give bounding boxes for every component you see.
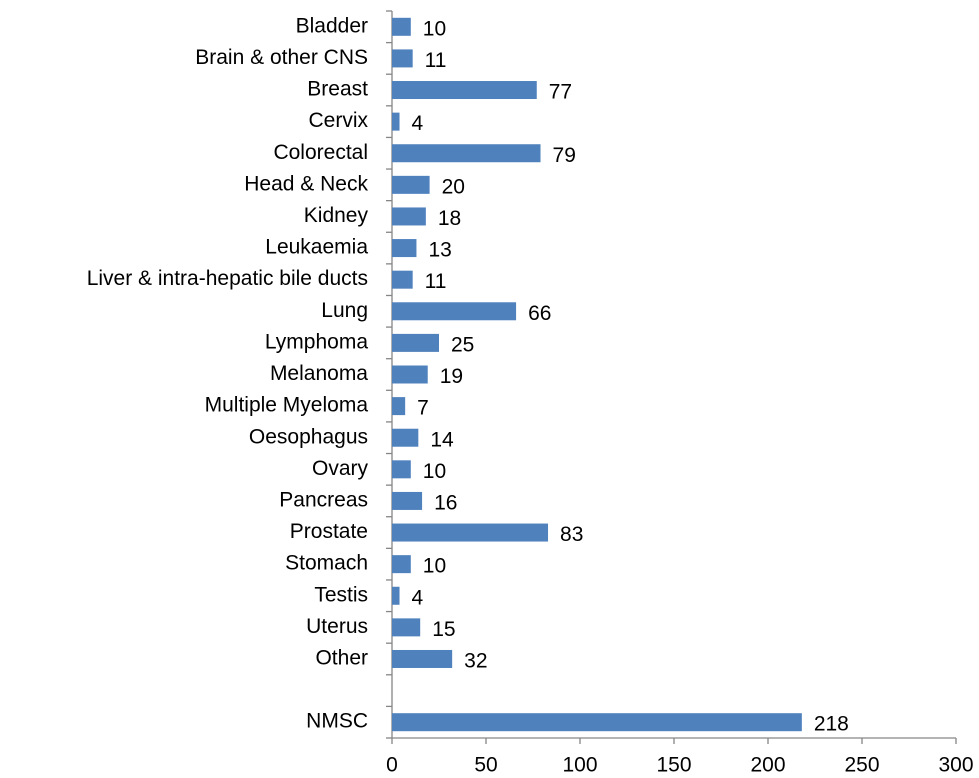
- value-label: 18: [438, 207, 461, 230]
- value-label: 11: [425, 49, 447, 72]
- y-tick-label: Testis: [314, 583, 368, 606]
- y-tick-label: Lymphoma: [265, 330, 368, 353]
- bar: [392, 270, 413, 289]
- bar: [392, 428, 419, 447]
- bar: [392, 523, 549, 542]
- bar: [392, 649, 453, 668]
- bar: [392, 207, 426, 226]
- y-tick-label: NMSC: [306, 710, 368, 733]
- x-tick-label: 250: [844, 754, 879, 777]
- y-tick-label: Kidney: [304, 204, 369, 227]
- bar: [392, 17, 411, 36]
- y-tick-label: Leukaemia: [265, 236, 368, 259]
- value-label: 7: [417, 397, 429, 420]
- value-label: 13: [428, 239, 451, 262]
- y-tick-label: Oesophagus: [249, 425, 368, 448]
- value-label: 25: [451, 333, 474, 356]
- bar: [392, 239, 417, 258]
- bar: [392, 175, 430, 194]
- value-label: 15: [432, 618, 455, 641]
- bar: [392, 460, 411, 479]
- value-label: 20: [442, 175, 465, 198]
- bar: [392, 333, 439, 352]
- bar: [392, 81, 537, 100]
- value-label: 19: [440, 365, 463, 388]
- value-label: 10: [423, 555, 446, 578]
- value-label: 4: [412, 586, 424, 609]
- x-tick-label: 100: [562, 754, 597, 777]
- bar: [392, 302, 517, 321]
- bar: [392, 618, 421, 637]
- value-label: 10: [423, 460, 446, 483]
- bar: [392, 112, 400, 131]
- y-tick-label: Liver & intra-hepatic bile ducts: [87, 267, 368, 290]
- bar: [392, 713, 802, 732]
- y-tick-label: Breast: [307, 78, 368, 101]
- bar: [392, 49, 413, 68]
- y-tick-label: Head & Neck: [244, 172, 368, 195]
- y-tick-label: Pancreas: [279, 488, 368, 511]
- bar: [392, 491, 423, 510]
- y-tick-label: Ovary: [312, 457, 369, 480]
- x-tick-label: 150: [656, 754, 691, 777]
- value-label: 77: [549, 81, 572, 104]
- y-tick-label: Prostate: [290, 520, 368, 543]
- y-tick-label: Brain & other CNS: [195, 46, 368, 69]
- y-tick-label: Bladder: [296, 14, 368, 37]
- value-label: 14: [430, 428, 454, 451]
- y-tick-label: Other: [315, 647, 368, 670]
- bar: [392, 397, 406, 416]
- bar: [392, 144, 541, 163]
- value-label: 79: [553, 144, 576, 167]
- x-tick-label: 300: [938, 754, 973, 777]
- value-label: 11: [425, 270, 447, 293]
- value-label: 4: [412, 112, 424, 135]
- y-tick-label: Uterus: [306, 615, 368, 638]
- value-label: 10: [423, 17, 446, 40]
- x-tick-label: 0: [386, 754, 398, 777]
- bar: [392, 586, 400, 605]
- value-label: 16: [434, 491, 457, 514]
- y-tick-label: Melanoma: [270, 362, 368, 385]
- value-label: 83: [560, 523, 583, 546]
- y-tick-label: Colorectal: [273, 141, 368, 164]
- y-tick-label: Lung: [321, 299, 368, 322]
- y-tick-label: Multiple Myeloma: [205, 394, 369, 417]
- y-tick-label: Cervix: [308, 109, 368, 132]
- y-tick-label: Stomach: [285, 552, 368, 575]
- value-label: 218: [814, 713, 849, 736]
- value-label: 66: [528, 302, 551, 325]
- x-tick-label: 50: [474, 754, 497, 777]
- bar: [392, 365, 428, 384]
- x-tick-label: 200: [750, 754, 785, 777]
- bar: [392, 555, 411, 574]
- value-label: 32: [464, 650, 487, 673]
